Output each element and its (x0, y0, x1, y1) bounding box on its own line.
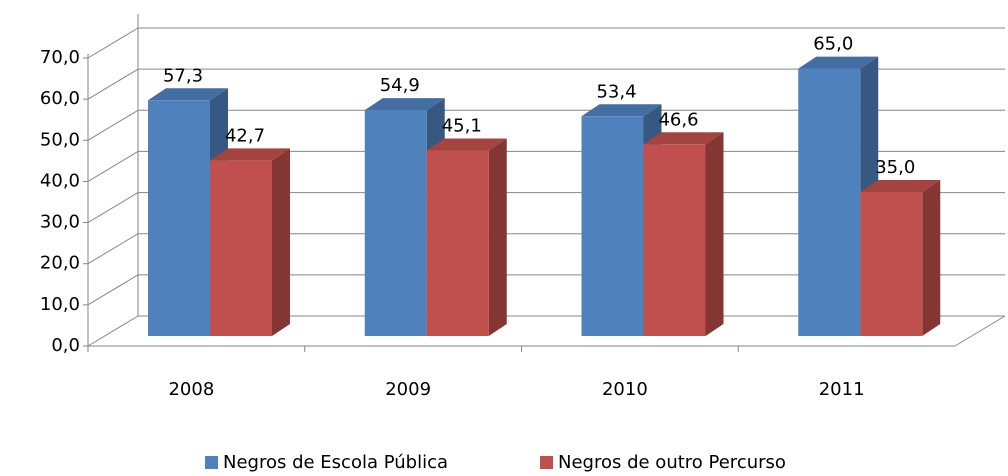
grid-line (87, 68, 139, 100)
value-label: 42,7 (225, 125, 265, 146)
x-tick-label: 2009 (385, 379, 431, 400)
bar (643, 144, 706, 336)
bar-top (426, 138, 507, 151)
bar (426, 150, 489, 336)
y-tick-label: 0,0 (51, 335, 80, 356)
grid-line (87, 150, 139, 182)
bar-top (148, 88, 228, 101)
value-label: 57,3 (163, 65, 203, 86)
bar-top (860, 180, 941, 192)
legend-swatch (540, 456, 553, 469)
x-tick-label: 2011 (819, 379, 865, 400)
bar (860, 192, 923, 336)
bar (148, 100, 210, 336)
bar (364, 110, 427, 336)
bar-side (922, 180, 941, 336)
grid-line (87, 315, 139, 347)
y-tick-label: 20,0 (40, 253, 80, 274)
x-tick-label: 2008 (168, 379, 214, 400)
value-label: 65,0 (813, 34, 853, 55)
legend-label: Negros de outro Percurso (558, 452, 786, 472)
x-tick-label: 2010 (602, 379, 648, 400)
bar-top (798, 56, 879, 69)
y-tick-label: 10,0 (40, 294, 80, 315)
floor-line (954, 315, 1006, 347)
grid-line (87, 274, 139, 306)
value-label: 45,1 (442, 115, 482, 136)
bar-side (272, 148, 290, 336)
bar (798, 68, 861, 337)
bar-top (364, 98, 445, 111)
bar-side (488, 138, 507, 336)
y-tick-label: 70,0 (40, 47, 80, 68)
bar-side (705, 132, 724, 336)
y-tick-label: 40,0 (40, 170, 80, 191)
bar-top (643, 132, 724, 145)
bar (581, 116, 644, 336)
grid-line (87, 27, 139, 59)
grid-line (87, 109, 139, 141)
bar (210, 160, 272, 336)
value-label: 53,4 (596, 81, 636, 102)
bar-top (210, 148, 290, 161)
value-label: 46,6 (658, 109, 698, 130)
bar-top (581, 104, 662, 117)
y-tick-label: 60,0 (40, 88, 80, 109)
legend-label: Negros de Escola Pública (223, 452, 448, 472)
grid-line (87, 233, 139, 265)
y-tick-label: 30,0 (40, 212, 80, 233)
grid-line (87, 192, 139, 224)
value-label: 54,9 (380, 75, 420, 96)
legend-swatch (205, 456, 218, 469)
y-tick-label: 50,0 (40, 129, 80, 150)
value-label: 35,0 (875, 157, 915, 178)
